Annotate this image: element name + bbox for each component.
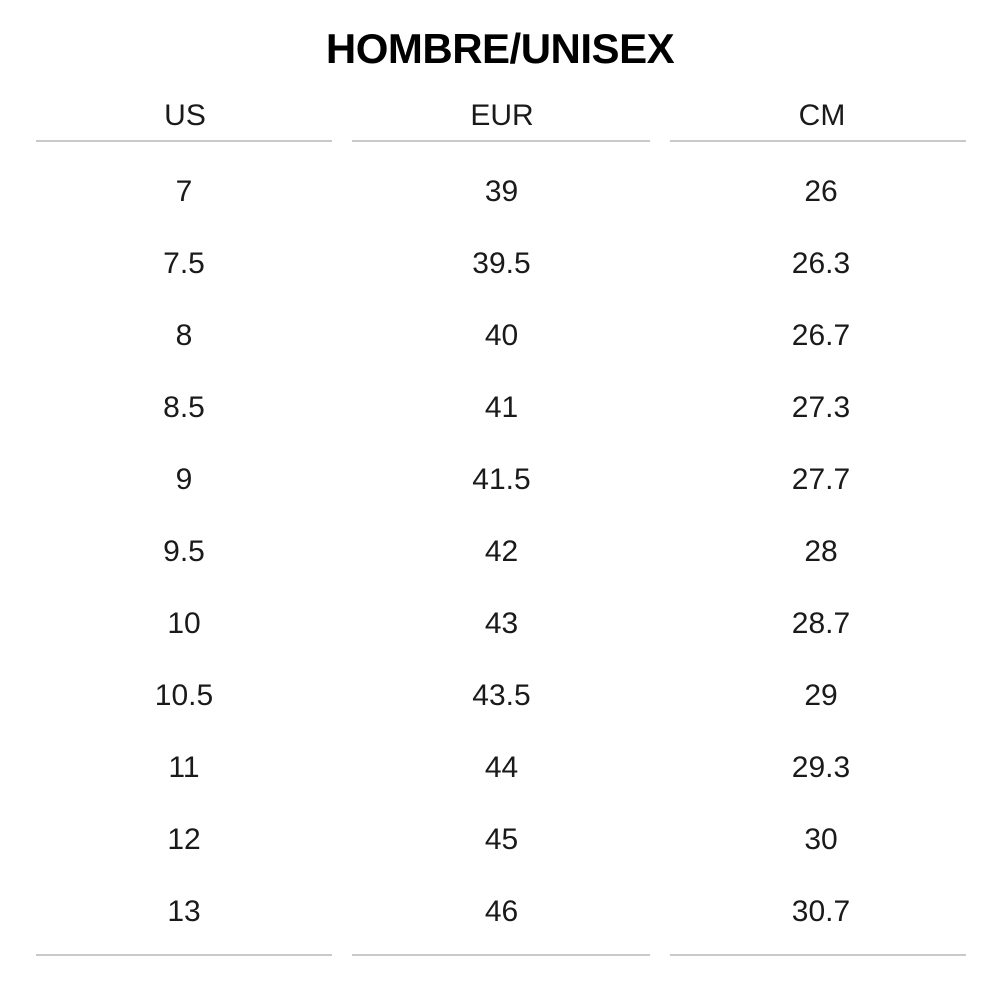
cell-eur: 41.5	[472, 463, 531, 496]
cell-us: 9	[175, 463, 193, 496]
cell-gap-2	[650, 876, 670, 948]
table-row: 10.5 43.5 29	[36, 660, 966, 732]
cell-cm: 27.7	[791, 463, 851, 496]
cell-gap-2	[650, 228, 670, 300]
cell-cm: 29.3	[791, 751, 851, 784]
table-row: 9.5 42 28	[36, 516, 966, 588]
cell-gap-2	[650, 372, 670, 444]
column-header-us: US	[164, 99, 206, 132]
bottom-divider-eur	[352, 954, 650, 956]
table-body: 7 39 26 7.5 39.5 26.3 8 40 26.7 8.5 41 27.3 9 41.5 27.…	[36, 156, 966, 948]
cell-cm: 30	[804, 823, 838, 856]
cell-eur: 39	[484, 175, 519, 208]
header-divider-eur	[352, 140, 650, 142]
table-row: 11 44 29.3	[36, 732, 966, 804]
divider-gap-2	[650, 140, 670, 142]
cell-gap-1	[332, 372, 352, 444]
divider-gap-4	[650, 954, 670, 956]
cell-gap-2	[650, 444, 670, 516]
column-gap-2	[650, 92, 670, 140]
cell-gap-2	[650, 516, 670, 588]
cell-gap-1	[332, 156, 352, 228]
cell-us: 10.5	[154, 679, 214, 712]
table-row: 10 43 28.7	[36, 588, 966, 660]
table-row: 7.5 39.5 26.3	[36, 228, 966, 300]
cell-cm: 27.3	[791, 391, 851, 424]
column-header-cm: CM	[798, 99, 846, 132]
cell-gap-2	[650, 804, 670, 876]
table-row: 13 46 30.7	[36, 876, 966, 948]
cell-eur: 42	[484, 535, 519, 568]
bottom-divider	[36, 954, 966, 964]
page-title: HOMBRE/UNISEX	[325, 25, 675, 72]
column-header-eur: EUR	[470, 99, 534, 132]
cell-gap-1	[332, 804, 352, 876]
cell-cm: 28	[804, 535, 838, 568]
cell-eur: 44	[484, 751, 519, 784]
cell-eur: 43	[484, 607, 519, 640]
cell-eur: 43.5	[472, 679, 531, 712]
cell-us: 7.5	[163, 247, 205, 280]
cell-gap-1	[332, 660, 352, 732]
cell-eur: 39.5	[472, 247, 531, 280]
cell-gap-1	[332, 516, 352, 588]
cell-gap-2	[650, 156, 670, 228]
header-divider	[36, 140, 966, 150]
cell-cm: 26.3	[791, 247, 851, 280]
cell-gap-1	[332, 876, 352, 948]
divider-gap-1	[332, 140, 352, 142]
table-row: 8.5 41 27.3	[36, 372, 966, 444]
bottom-divider-cm	[670, 954, 966, 956]
cell-us: 9.5	[163, 535, 205, 568]
table-row: 7 39 26	[36, 156, 966, 228]
cell-cm: 29	[804, 679, 838, 712]
cell-us: 13	[167, 895, 201, 928]
cell-gap-1	[332, 300, 352, 372]
header-divider-us	[36, 140, 332, 142]
cell-gap-1	[332, 228, 352, 300]
cell-cm: 28.7	[791, 607, 851, 640]
cell-gap-2	[650, 660, 670, 732]
table-row: 9 41.5 27.7	[36, 444, 966, 516]
cell-gap-2	[650, 732, 670, 804]
cell-us: 8.5	[163, 391, 205, 424]
cell-us: 8	[175, 319, 193, 352]
column-gap-1	[332, 92, 352, 140]
cell-us: 10	[167, 607, 201, 640]
cell-us: 12	[167, 823, 201, 856]
cell-eur: 45	[484, 823, 519, 856]
cell-gap-2	[650, 300, 670, 372]
size-conversion-table: US EUR CM 7 39 26 7.5 39.5 26.3 8 40 26.7 8.5 41 27…	[36, 92, 966, 964]
table-row: 8 40 26.7	[36, 300, 966, 372]
table-header-row: US EUR CM	[36, 92, 966, 140]
cell-gap-1	[332, 588, 352, 660]
cell-gap-2	[650, 588, 670, 660]
divider-gap-3	[332, 954, 352, 956]
header-divider-cm	[670, 140, 966, 142]
cell-gap-1	[332, 444, 352, 516]
table-row: 12 45 30	[36, 804, 966, 876]
cell-cm: 26.7	[791, 319, 851, 352]
cell-cm: 26	[804, 175, 838, 208]
cell-cm: 30.7	[791, 895, 851, 928]
cell-eur: 46	[484, 895, 519, 928]
cell-eur: 40	[484, 319, 519, 352]
cell-eur: 41	[484, 391, 519, 424]
cell-us: 11	[168, 751, 200, 784]
bottom-divider-us	[36, 954, 332, 956]
cell-us: 7	[175, 175, 193, 208]
cell-gap-1	[332, 732, 352, 804]
